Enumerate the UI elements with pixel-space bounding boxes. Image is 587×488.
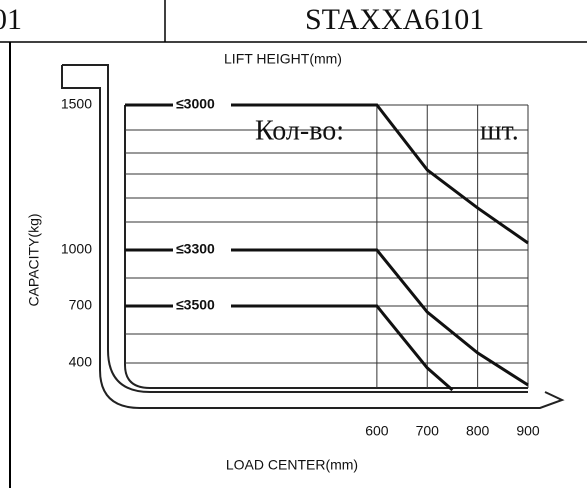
- x-tick-label: 900: [516, 423, 540, 439]
- minor-grid: [125, 129, 528, 335]
- header-left: 01: [0, 3, 22, 36]
- legend-bg: [173, 240, 231, 260]
- series-label: ≤3300: [176, 241, 215, 257]
- capacity-line: [125, 304, 454, 392]
- plot-frame: [124, 105, 528, 389]
- series-label: ≤3500: [176, 297, 215, 313]
- unit-label: шт.: [480, 115, 519, 146]
- capacity-line: [125, 103, 529, 245]
- y-tick-label: 400: [69, 354, 93, 370]
- y-tick-label: 1000: [61, 241, 92, 257]
- quantity-label: Кол-во:: [255, 115, 344, 146]
- x-axis-label: LOAD CENTER(mm): [226, 457, 358, 473]
- chart-title: LIFT HEIGHT(mm): [224, 51, 342, 67]
- y-axis-label: CAPACITY(kg): [26, 213, 42, 306]
- series-label: ≤3000: [176, 96, 215, 112]
- header-right: STAXXA6101: [305, 3, 484, 36]
- x-tick-label: 600: [365, 423, 389, 439]
- legend-bg: [173, 296, 231, 316]
- y-tick-label: 700: [69, 297, 93, 313]
- x-tick-label: 800: [466, 423, 490, 439]
- fork-outline: [61, 64, 565, 409]
- capacity-line: [125, 248, 529, 387]
- y-tick-label: 1500: [61, 96, 92, 112]
- x-tick-label: 700: [416, 423, 440, 439]
- legend-bg: [173, 95, 231, 115]
